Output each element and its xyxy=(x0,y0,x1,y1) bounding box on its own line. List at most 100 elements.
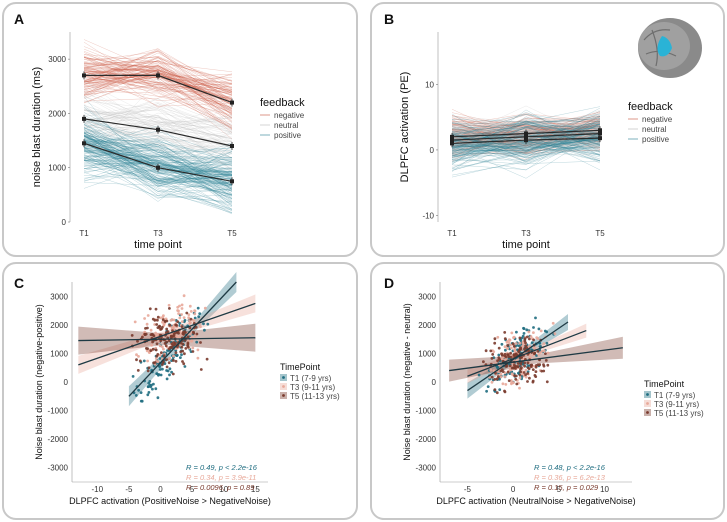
subject-line-positive xyxy=(451,119,601,149)
point-T5 xyxy=(186,345,190,349)
subject-line-positive xyxy=(83,157,233,185)
point-T5 xyxy=(514,377,518,381)
point-T3 xyxy=(188,304,192,308)
point-T3 xyxy=(503,375,507,378)
point-T5 xyxy=(191,350,195,353)
point-T3 xyxy=(503,345,507,349)
subject-line-negative xyxy=(451,113,601,126)
subject-line-positive xyxy=(451,114,601,158)
subject-line-negative xyxy=(83,59,233,100)
subject-line-positive xyxy=(83,149,233,187)
subject-line-negative xyxy=(83,80,233,129)
y-tick-label: 10 xyxy=(425,80,434,89)
point-T1 xyxy=(139,391,143,394)
subject-line-positive xyxy=(451,132,601,170)
point-T1 xyxy=(158,365,162,368)
subject-line-positive xyxy=(83,145,233,202)
point-T5 xyxy=(523,364,526,368)
subject-line-negative xyxy=(83,74,233,92)
point-T5 xyxy=(524,341,527,345)
subject-line-positive xyxy=(83,144,233,179)
point-T1 xyxy=(206,322,210,326)
point-T5 xyxy=(513,363,516,367)
point-T3 xyxy=(178,304,181,308)
point-T1 xyxy=(530,341,534,344)
subject-line-neutral xyxy=(83,100,233,149)
stat-p-T1: p < 2.2e-16 xyxy=(566,463,606,472)
subject-line-neutral xyxy=(83,117,233,162)
subject-line-neutral xyxy=(83,109,233,140)
point-T5 xyxy=(518,373,522,377)
subject-line-neutral xyxy=(83,125,233,169)
point-T5 xyxy=(161,325,164,329)
subject-line-positive xyxy=(83,157,233,204)
point-T3 xyxy=(512,336,515,339)
subject-line-neutral xyxy=(83,133,233,159)
legend-item-neutral: neutral xyxy=(274,121,299,130)
subject-line-negative xyxy=(83,68,233,90)
point-T5 xyxy=(520,356,523,359)
point-T3 xyxy=(539,329,543,333)
point-T3 xyxy=(490,380,494,384)
legend-dot-T3 xyxy=(646,402,649,405)
subject-line-positive xyxy=(83,142,233,192)
subject-line-positive xyxy=(83,132,233,185)
point-T1 xyxy=(159,373,163,377)
point-T3 xyxy=(180,307,184,310)
point-T3 xyxy=(518,386,521,390)
subject-line-positive xyxy=(451,139,601,157)
subject-line-positive xyxy=(451,136,601,158)
point-T1 xyxy=(137,388,141,392)
subject-line-negative xyxy=(451,121,601,146)
point-T1 xyxy=(147,391,151,394)
subject-line-negative xyxy=(451,126,601,153)
point-T3 xyxy=(504,383,508,386)
point-T1 xyxy=(161,367,164,371)
point-T5 xyxy=(538,363,542,367)
x-tick-label: T5 xyxy=(595,229,605,238)
point-T1 xyxy=(504,348,507,352)
point-T3 xyxy=(172,318,176,322)
y-tick-label: 0 xyxy=(62,218,67,227)
x-tick-label: -10 xyxy=(92,485,104,494)
subject-line-negative xyxy=(83,57,233,83)
point-T3 xyxy=(509,343,512,347)
point-T5 xyxy=(162,354,166,358)
point-T1 xyxy=(158,368,162,371)
subject-line-positive xyxy=(83,137,233,183)
subject-line-positive xyxy=(83,138,233,198)
point-T3 xyxy=(177,309,180,313)
subject-line-negative xyxy=(451,124,601,139)
point-T3 xyxy=(508,338,511,341)
point-T1 xyxy=(151,387,154,391)
subject-line-positive xyxy=(83,117,233,166)
subject-line-positive xyxy=(451,113,601,142)
subject-line-negative xyxy=(451,125,601,140)
point-T1 xyxy=(197,315,201,319)
point-T3 xyxy=(158,344,162,348)
subject-line-positive xyxy=(451,116,601,172)
subject-line-positive xyxy=(83,160,233,198)
point-T5 xyxy=(509,355,513,359)
subject-line-positive xyxy=(451,127,601,157)
point-T5 xyxy=(174,351,178,355)
point-T5 xyxy=(189,317,193,321)
point-T3 xyxy=(193,309,197,313)
subject-line-neutral xyxy=(83,95,233,153)
point-T5 xyxy=(530,363,534,367)
subject-line-positive xyxy=(451,128,601,153)
subject-line-negative xyxy=(83,69,233,122)
point-T5 xyxy=(506,344,509,347)
point-T5 xyxy=(519,367,522,371)
subject-line-neutral xyxy=(83,108,233,162)
subject-line-positive xyxy=(83,148,233,192)
subject-line-negative xyxy=(83,66,233,110)
subject-line-positive xyxy=(83,146,233,184)
subject-line-negative xyxy=(451,138,601,155)
x-tick-label: -5 xyxy=(464,485,472,494)
subject-line-positive xyxy=(451,135,601,151)
point-T5 xyxy=(136,369,140,372)
point-T3 xyxy=(137,355,140,358)
subject-line-negative xyxy=(83,67,233,91)
subject-line-positive xyxy=(83,160,233,176)
